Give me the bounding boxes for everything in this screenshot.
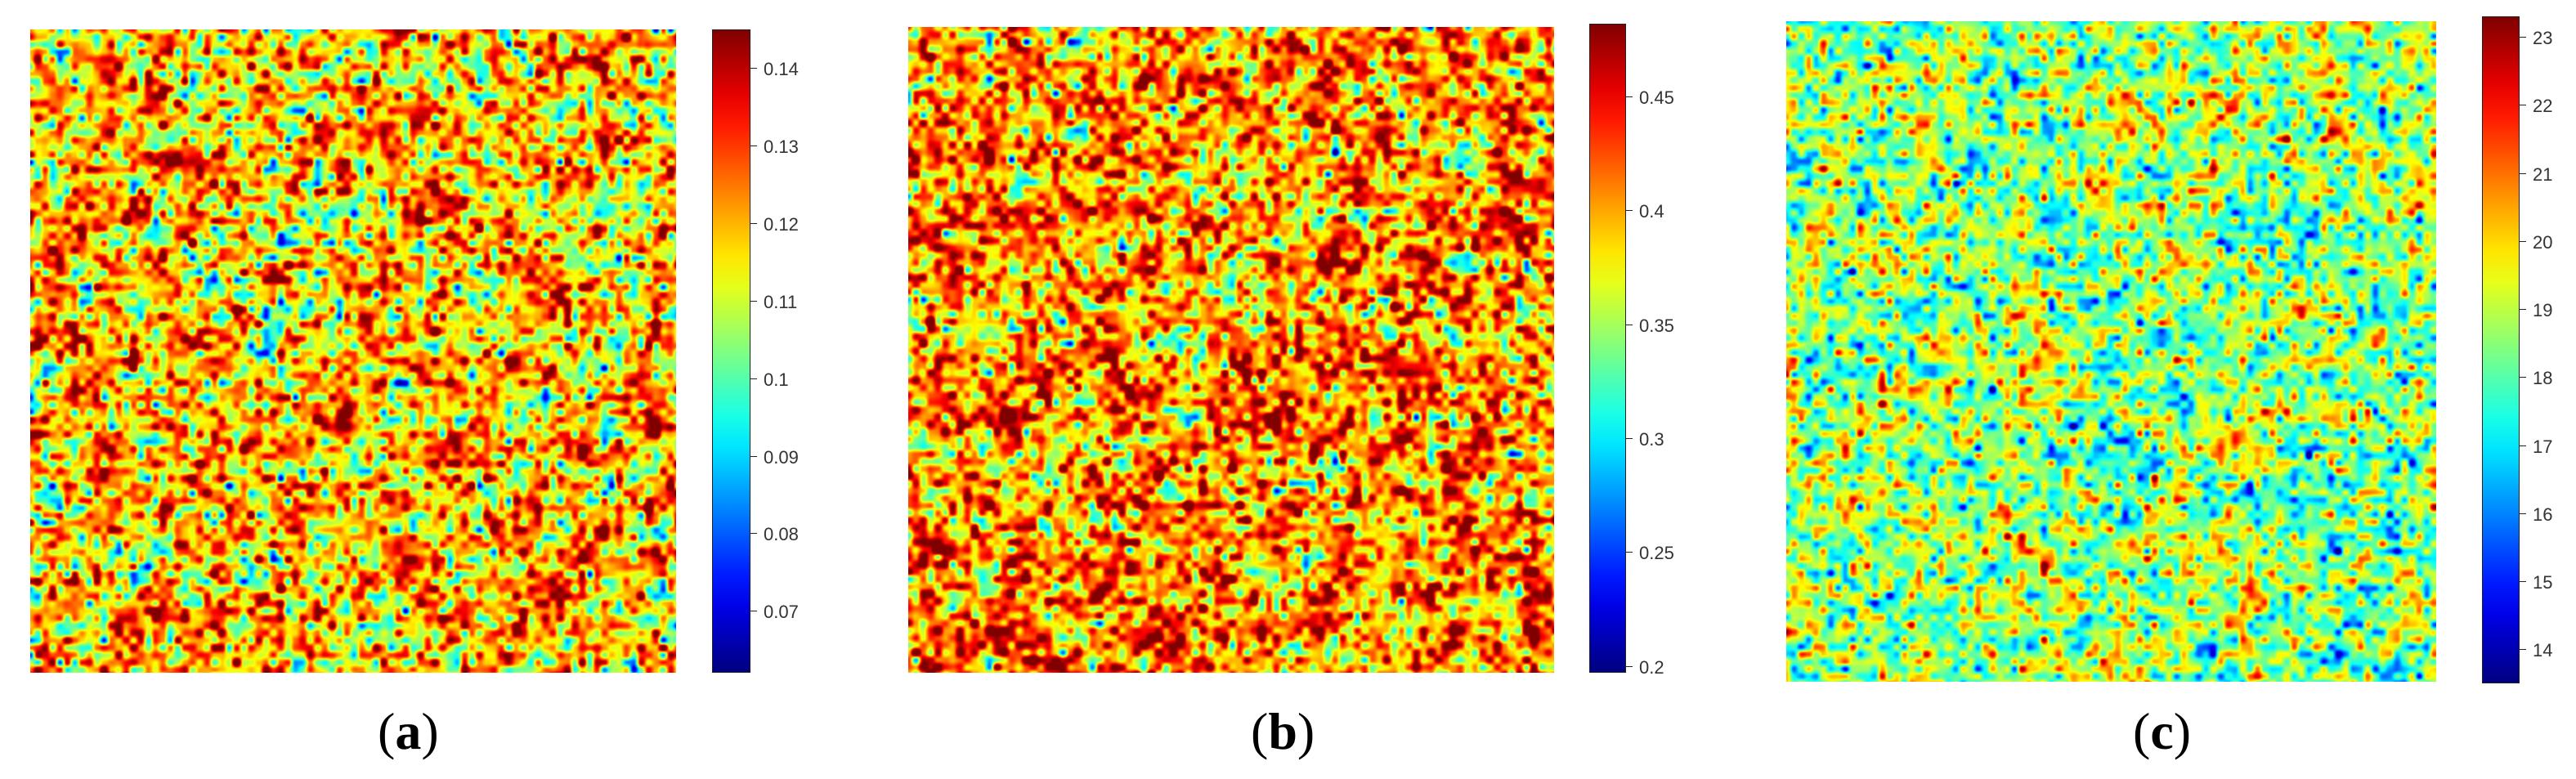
colorbar-tick-mark: [750, 533, 757, 535]
colorbar-tick-label: 14: [2533, 640, 2553, 661]
colorbar-c-gradient: [2482, 16, 2520, 683]
colorbar-a-gradient: [712, 29, 750, 673]
colorbar-tick-label: 0.12: [764, 214, 799, 235]
colorbar-tick-label: 20: [2533, 231, 2553, 253]
colorbar-tick-label: 0.09: [764, 446, 799, 468]
panel-label-a: (a): [378, 702, 439, 760]
heatmap-b: [908, 27, 1554, 673]
colorbar-tick-label: 0.35: [1639, 315, 1674, 336]
colorbar-tick-mark: [750, 455, 757, 457]
colorbar-tick-mark: [1626, 210, 1633, 212]
colorbar-tick-mark: [1626, 552, 1633, 553]
colorbar-tick-label: 18: [2533, 368, 2553, 389]
colorbar-tick-mark: [2520, 377, 2526, 378]
colorbar-tick-label: 0.4: [1639, 201, 1664, 222]
colorbar-tick-mark: [1626, 438, 1633, 440]
colorbar-tick-mark: [1626, 665, 1633, 667]
colorbar-tick-label: 23: [2533, 27, 2553, 48]
colorbar-tick-label: 15: [2533, 572, 2553, 593]
colorbar-tick-label: 0.25: [1639, 543, 1674, 564]
colorbar-tick-label: 0.1: [764, 369, 789, 390]
colorbar-tick-mark: [2520, 172, 2526, 174]
colorbar-tick-label: 0.07: [764, 602, 799, 623]
colorbar-tick-label: 0.08: [764, 524, 799, 545]
heatmap-c-canvas: [1786, 21, 2436, 682]
colorbar-a: 0.07 0.08 0.09 0.1 0.11 0.12 0.13 0.14: [712, 29, 799, 673]
colorbar-tick-mark: [2520, 240, 2526, 242]
colorbar-tick-mark: [2520, 581, 2526, 583]
colorbar-b-gradient: [1589, 24, 1626, 673]
colorbar-c: 14 15 16 17 18 19 20 21 22 23: [2482, 16, 2552, 683]
colorbar-tick-mark: [2520, 445, 2526, 446]
colorbar-tick-mark: [1626, 96, 1633, 98]
colorbar-tick-label: 0.11: [764, 291, 798, 312]
colorbar-tick-label: 0.13: [764, 137, 799, 158]
colorbar-tick-mark: [2520, 513, 2526, 514]
colorbar-tick-mark: [2520, 649, 2526, 651]
colorbar-tick-label: 0.2: [1639, 656, 1664, 678]
colorbar-tick-label: 21: [2533, 163, 2553, 185]
colorbar-tick-mark: [2520, 309, 2526, 311]
colorbar-tick-label: 16: [2533, 504, 2553, 525]
panel-label-b: (b): [1251, 702, 1315, 760]
heatmap-a-canvas: [30, 29, 676, 673]
colorbar-tick-label: 22: [2533, 96, 2553, 117]
heatmap-c: [1786, 21, 2436, 682]
heatmap-a: [30, 29, 676, 673]
panel-label-c: (c): [2133, 702, 2192, 760]
colorbar-tick-mark: [750, 68, 757, 69]
colorbar-tick-mark: [2520, 36, 2526, 38]
colorbar-tick-label: 0.14: [764, 59, 799, 80]
heatmap-b-canvas: [908, 27, 1554, 673]
colorbar-tick-mark: [750, 300, 757, 302]
colorbar-tick-label: 19: [2533, 300, 2553, 321]
colorbar-tick-label: 0.45: [1639, 87, 1674, 109]
colorbar-b: 0.2 0.25 0.3 0.35 0.4 0.45: [1589, 24, 1674, 678]
colorbar-tick-mark: [750, 223, 757, 225]
colorbar-tick-mark: [750, 378, 757, 379]
colorbar-tick-label: 0.3: [1639, 429, 1664, 450]
colorbar-tick-label: 17: [2533, 436, 2553, 457]
